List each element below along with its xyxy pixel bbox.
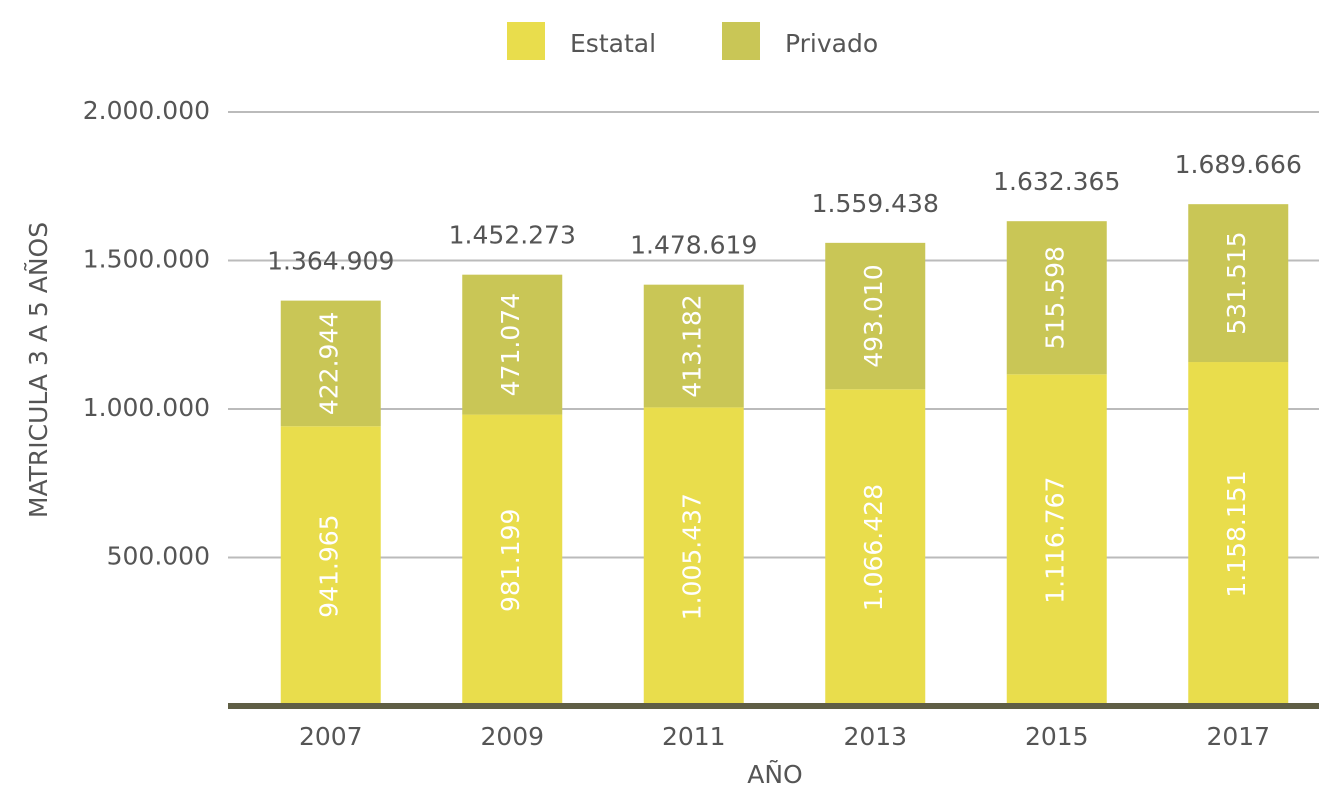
x-axis-label: AÑO [747, 759, 802, 789]
bar-segment [462, 414, 563, 706]
bar-segment [825, 389, 926, 706]
value-label: 1.158.151 [1222, 470, 1251, 597]
value-label: 1.116.767 [1041, 477, 1070, 604]
bar-segment [825, 242, 926, 390]
legend-label: Privado [785, 29, 878, 58]
bar-segment [462, 274, 563, 415]
y-tick-label: 500.000 [107, 542, 210, 571]
total-label: 1.559.438 [812, 189, 939, 218]
value-label: 515.598 [1041, 246, 1070, 349]
total-label: 1.689.666 [1175, 150, 1302, 179]
x-tick-label: 2017 [1206, 722, 1270, 751]
bar-segment [1188, 362, 1289, 706]
total-label: 1.478.619 [630, 231, 757, 260]
total-label: 1.364.909 [267, 247, 394, 276]
bar-segment [643, 407, 744, 706]
x-tick-label: 2015 [1025, 722, 1089, 751]
value-label: 422.944 [315, 312, 344, 415]
value-label: 531.515 [1222, 231, 1251, 334]
bar-segment [280, 426, 381, 706]
x-tick-label: 2009 [480, 722, 544, 751]
value-label: 1.005.437 [678, 493, 707, 620]
x-tick-label: 2007 [299, 722, 363, 751]
value-label: 471.074 [496, 293, 525, 396]
y-tick-label: 1.000.000 [83, 393, 210, 422]
value-label: 941.965 [315, 514, 344, 617]
bar-segment [1188, 204, 1289, 363]
value-label: 1.066.428 [859, 484, 888, 611]
value-label: 981.199 [496, 509, 525, 612]
bar-segment [1006, 374, 1107, 706]
legend-swatch [722, 22, 760, 60]
value-label: 413.182 [678, 294, 707, 397]
legend-label: Estatal [570, 29, 656, 58]
legend-swatch [507, 22, 545, 60]
bar-segment [643, 284, 744, 408]
x-tick-label: 2013 [843, 722, 907, 751]
bar-segment [280, 300, 381, 427]
y-axis-label: MATRICULA 3 A 5 AÑOS [23, 222, 53, 518]
total-label: 1.632.365 [993, 167, 1120, 196]
y-tick-label: 1.500.000 [83, 245, 210, 274]
bar-segment [1006, 221, 1107, 375]
y-tick-label: 2.000.000 [83, 96, 210, 125]
total-label: 1.452.273 [449, 221, 576, 250]
x-tick-label: 2011 [662, 722, 726, 751]
value-label: 493.010 [859, 264, 888, 367]
